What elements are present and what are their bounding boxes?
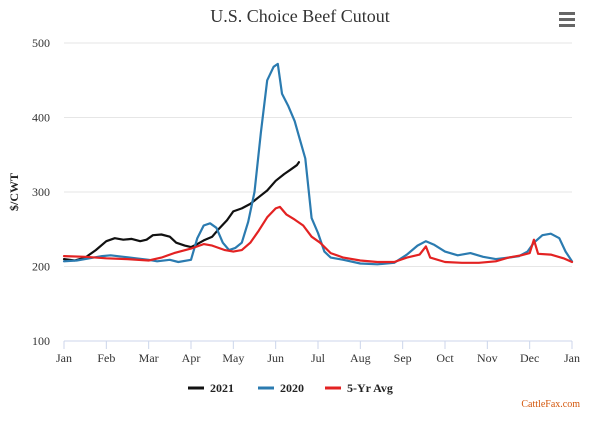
x-tick-label: Feb (97, 351, 115, 365)
y-tick-label: 200 (32, 260, 50, 274)
y-tick-label: 500 (32, 36, 50, 50)
series-line-0 (62, 161, 300, 262)
y-tick-label: 300 (32, 185, 50, 199)
legend-item[interactable]: 5-Yr Avg (325, 381, 393, 395)
x-tick-label: Jul (311, 351, 326, 365)
x-tick-label: Sep (394, 351, 412, 365)
x-tick-label: Oct (436, 351, 454, 365)
hamburger-menu-icon[interactable] (559, 12, 575, 27)
x-axis-ticks: Jan Feb Mar Apr May Jun Jul Aug Sep Oct Nov Dec Jan (56, 341, 580, 365)
x-tick-label: May (222, 351, 244, 365)
credit-text: CattleFax.com (521, 399, 580, 410)
legend[interactable]: 2021 2020 5-Yr Avg (188, 381, 393, 395)
x-tick-label: Mar (139, 351, 159, 365)
x-tick-label: Nov (477, 351, 498, 365)
y-tick-label: 100 (32, 334, 50, 348)
y-axis-label: $/CWT (7, 173, 21, 211)
x-tick-label: Jun (267, 351, 284, 365)
gridlines (64, 42, 572, 342)
legend-item[interactable]: 2020 (258, 381, 304, 395)
y-tick-label: 400 (32, 111, 50, 125)
x-tick-label: Jan (56, 351, 72, 365)
x-tick-label: Aug (350, 351, 371, 365)
series-line-1 (62, 62, 574, 266)
x-tick-label: Jan (564, 351, 580, 365)
y-axis-ticks: 100 200 300 400 500 (32, 36, 50, 348)
legend-label: 2021 (210, 381, 234, 395)
x-tick-label: Dec (520, 351, 539, 365)
x-tick-label: Apr (182, 351, 201, 365)
legend-label: 2020 (280, 381, 304, 395)
legend-label: 5-Yr Avg (347, 381, 393, 395)
chart-title: U.S. Choice Beef Cutout (210, 6, 389, 26)
legend-item[interactable]: 2021 (188, 381, 234, 395)
series-lines (62, 62, 574, 266)
series-line-2 (62, 205, 574, 264)
